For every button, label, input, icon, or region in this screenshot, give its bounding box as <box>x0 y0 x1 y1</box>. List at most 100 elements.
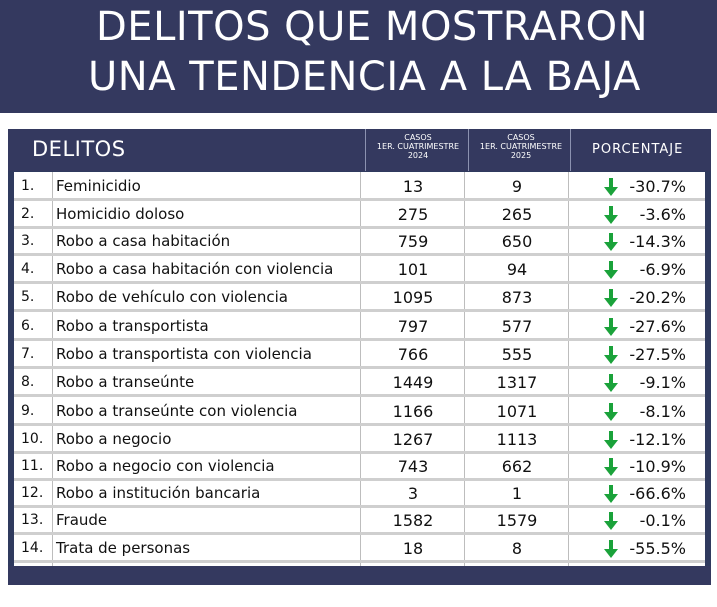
row-number: 5. <box>21 289 35 305</box>
row-number: 2. <box>21 206 35 222</box>
row-cases-2024: 1095 <box>392 288 434 307</box>
table-row: 3. Robo a casa habitación 759 650 -14.3% <box>14 228 705 253</box>
table-row: 5. Robo de vehículo con violencia 1095 873 -… <box>14 284 705 309</box>
row-percentage-value: -27.6% <box>629 317 686 336</box>
page-title-line2: UNA TENDENCIA A LA BAJA <box>88 54 641 100</box>
header-divider <box>468 129 469 171</box>
row-percentage-value: -3.6% <box>639 205 686 224</box>
table-header: DELITOS CASOS 1ER. CUATRIMESTRE 2024 CAS… <box>8 129 711 171</box>
row-percentage: -12.1% <box>572 426 698 451</box>
row-percentage-value: -10.9% <box>629 457 686 476</box>
row-cases-2024: 18 <box>402 539 424 558</box>
row-cases-2024: 101 <box>397 260 429 279</box>
arrow-down-icon <box>604 403 618 421</box>
row-crime-name: Robo a casa habitación con violencia <box>56 260 334 278</box>
table-row: 2. Homicidio doloso 275 265 -3.6% <box>14 201 705 226</box>
row-cases-2025: 577 <box>501 317 533 336</box>
row-percentage: -10.9% <box>572 453 698 478</box>
row-number: 7. <box>21 346 35 362</box>
row-cases-2025: 650 <box>501 232 533 251</box>
row-cases-2025: 1317 <box>496 373 538 392</box>
row-percentage: -8.1% <box>572 398 698 423</box>
table-row: 6. Robo a transportista 797 577 -27.6% <box>14 313 705 338</box>
row-cases-2025: 662 <box>501 457 533 476</box>
row-cases-2024: 1267 <box>392 430 434 449</box>
arrow-down-icon <box>604 512 618 530</box>
arrow-down-icon <box>604 206 618 224</box>
row-separator <box>14 532 705 535</box>
title-banner: DELITOS QUE MOSTRARON UNA TENDENCIA A LA… <box>0 0 717 113</box>
row-crime-name: Robo a institución bancaria <box>56 484 261 502</box>
arrow-down-icon <box>604 431 618 449</box>
row-cases-2024: 743 <box>397 457 429 476</box>
row-percentage: -6.9% <box>572 256 698 281</box>
arrow-down-icon <box>604 178 618 196</box>
row-cases-2025: 1113 <box>496 430 538 449</box>
row-cases-2025: 873 <box>501 288 533 307</box>
row-percentage: -27.6% <box>572 313 698 338</box>
row-separator <box>14 226 705 229</box>
row-percentage: -66.6% <box>572 480 698 505</box>
row-crime-name: Homicidio doloso <box>56 205 185 223</box>
table-row: 8. Robo a transeúnte 1449 1317 -9.1% <box>14 369 705 394</box>
row-cases-2024: 1166 <box>392 402 434 421</box>
header-divider <box>365 129 366 171</box>
arrow-down-icon <box>604 233 618 251</box>
page-title-line1: DELITOS QUE MOSTRARON <box>96 4 648 50</box>
row-percentage: -9.1% <box>572 369 698 394</box>
header-casos-2024-line2: 1ER. CUATRIMESTRE <box>376 142 460 151</box>
row-crime-name: Robo a transportista con violencia <box>56 345 312 363</box>
arrow-down-icon <box>604 458 618 476</box>
row-crime-name: Robo a transeúnte <box>56 373 195 391</box>
table-row: 7. Robo a transportista con violencia 766 5… <box>14 341 705 366</box>
row-separator <box>14 366 705 369</box>
table-row: 1. Feminicidio 13 9 -30.7% <box>14 173 705 198</box>
row-cases-2025: 265 <box>501 205 533 224</box>
row-percentage: -14.3% <box>572 228 698 253</box>
row-cases-2025: 94 <box>506 260 528 279</box>
arrow-down-icon <box>604 261 618 279</box>
table-footer-bar <box>8 566 711 585</box>
header-divider <box>570 129 571 171</box>
row-percentage: -20.2% <box>572 284 698 309</box>
row-separator <box>14 198 705 201</box>
row-cases-2024: 3 <box>407 484 419 503</box>
row-percentage-value: -66.6% <box>629 484 686 503</box>
header-casos-2025-line1: CASOS <box>507 133 535 142</box>
header-casos-2024-line3: 2024 <box>407 151 429 160</box>
row-number: 4. <box>21 261 35 277</box>
row-crime-name: Robo a negocio con violencia <box>56 457 275 475</box>
table-row: 10. Robo a negocio 1267 1113 -12.1% <box>14 426 705 451</box>
row-number: 1. <box>21 178 35 194</box>
header-casos-2024-line1: CASOS <box>404 133 432 142</box>
table-row: 4. Robo a casa habitación con violencia 10… <box>14 256 705 281</box>
row-crime-name: Robo a transeúnte con violencia <box>56 402 298 420</box>
arrow-down-icon <box>604 318 618 336</box>
arrow-down-icon <box>604 540 618 558</box>
row-separator <box>14 560 705 563</box>
row-cases-2025: 8 <box>511 539 523 558</box>
row-percentage: -3.6% <box>572 201 698 226</box>
row-cases-2025: 1579 <box>496 511 538 530</box>
header-casos-2025-line3: 2025 <box>510 151 532 160</box>
row-separator <box>14 423 705 426</box>
row-percentage: -30.7% <box>572 173 698 198</box>
row-separator <box>14 505 705 508</box>
grid-line-vertical <box>464 172 465 566</box>
row-percentage-value: -0.1% <box>639 511 686 530</box>
row-cases-2025: 1 <box>511 484 523 503</box>
table-row: 14. Trata de personas 18 8 -55.5% <box>14 535 705 560</box>
row-number: 13. <box>21 512 44 528</box>
row-percentage: -55.5% <box>572 535 698 560</box>
row-separator <box>14 338 705 341</box>
row-separator <box>14 451 705 454</box>
row-separator <box>14 478 705 481</box>
row-crime-name: Robo de vehículo con violencia <box>56 288 288 306</box>
row-cases-2025: 9 <box>511 177 523 196</box>
row-percentage-value: -8.1% <box>639 402 686 421</box>
row-cases-2024: 797 <box>397 317 429 336</box>
row-cases-2024: 1449 <box>392 373 434 392</box>
row-number: 8. <box>21 374 35 390</box>
header-casos-2025: CASOS 1ER. CUATRIMESTRE 2025 <box>471 133 571 160</box>
row-crime-name: Trata de personas <box>56 539 191 557</box>
